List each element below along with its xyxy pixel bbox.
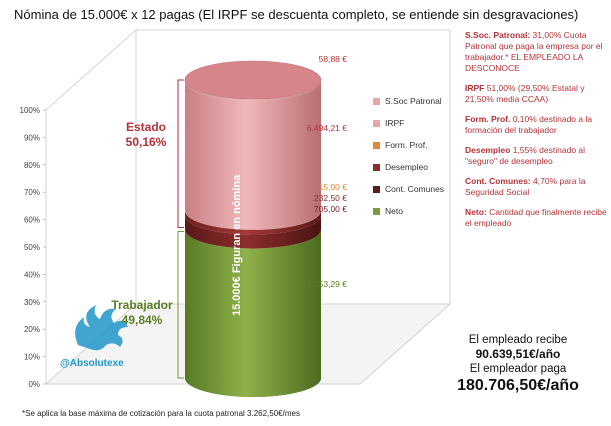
segment-neto <box>185 229 321 397</box>
y-tick-label: 100% <box>20 106 40 115</box>
legend-label: S.Soc Patronal <box>385 96 442 106</box>
note-desempleo: Desempleo 1,55% destinado al "seguro" de… <box>465 145 586 166</box>
legend-swatch <box>373 164 380 171</box>
trabajador-percent: 49,84% <box>121 313 163 327</box>
legend-label: Cont. Comunes <box>385 184 444 194</box>
y-tick-label: 10% <box>24 353 40 362</box>
legend-label: Neto <box>385 206 403 216</box>
note-irpf: IRPF 51,00% (29,50% Estatal y 21,50% med… <box>465 83 585 104</box>
employer-label: El empleador paga <box>469 363 567 375</box>
legend-label: Desempleo <box>385 162 428 172</box>
cylinder-caption: 15.000€ Figuran en nómina <box>231 174 243 316</box>
legend-label: Form. Prof. <box>385 140 428 150</box>
legend-swatch <box>373 98 380 105</box>
trabajador-label: Trabajador <box>111 298 173 312</box>
summary-box: El empleado recibe 90.639,51€/año El emp… <box>430 333 606 396</box>
y-tick-label: 0% <box>28 380 40 389</box>
y-tick-label: 40% <box>24 270 40 279</box>
y-axis-ticks: 0% 10% 20% 30% 40% 50% 60% 70% 80% 90% 100% <box>20 106 46 389</box>
value-label-form-prof-: 15,00 € <box>319 182 348 192</box>
trabajador-bracket <box>177 230 184 379</box>
note-ssoc: S.Soc. Patronal: 31,00% Cuota Patronal q… <box>465 30 603 73</box>
note-formprof: Form. Prof. 0,10% destinado a la formaci… <box>465 114 593 135</box>
value-labels: 7.553,29 € 705,00 €232,50 €15,00 € 6.494,2… <box>307 54 347 289</box>
value-label-cont-comunes: 705,00 € <box>314 204 347 214</box>
legend-swatch <box>373 142 380 149</box>
estado-percent: 50,16% <box>125 135 167 149</box>
trabajador-group-label: Trabajador 49,84% <box>97 298 187 328</box>
cylinder-stack <box>184 60 322 397</box>
side-notes: S.Soc. Patronal: 31,00% Cuota Patronal q… <box>465 30 607 238</box>
estado-label: Estado <box>125 120 166 134</box>
legend-label: IRPF <box>385 118 404 128</box>
estado-group-label: Estado 50,16% <box>106 120 186 150</box>
note-contcomunes: Cont. Comunes: 4,70% para la Seguridad S… <box>465 176 586 197</box>
y-tick-label: 20% <box>24 325 40 334</box>
y-tick-label: 60% <box>24 216 40 225</box>
note-neto: Neto: Cantidad que finalmente recibe el … <box>465 207 607 228</box>
footnote: *Se aplica la base máxima de cotización … <box>22 409 300 418</box>
value-label-irpf: 6.494,21 € <box>307 123 347 133</box>
legend-swatch <box>373 208 380 215</box>
cylinder-top <box>184 60 322 100</box>
y-tick-label: 30% <box>24 298 40 307</box>
y-tick-label: 80% <box>24 161 40 170</box>
segment-irpf <box>185 81 321 230</box>
y-tick-label: 90% <box>24 133 40 142</box>
estado-bracket <box>177 79 184 228</box>
segment-desempleo <box>185 210 321 235</box>
legend-swatch <box>373 120 380 127</box>
legend-swatch <box>373 186 380 193</box>
y-tick-label: 50% <box>24 243 40 252</box>
chart-title: Nómina de 15.000€ x 12 pagas (El IRPF se… <box>14 7 579 22</box>
legend: S.Soc Patronal IRPF Form. Prof. Desempleo Co… <box>373 96 444 216</box>
value-label-s-soc-patronal: 58,88 € <box>319 54 348 64</box>
employee-label: El empleado recibe <box>468 334 568 346</box>
group-brackets <box>177 79 184 379</box>
value-label-neto: 7.553,29 € <box>307 279 347 289</box>
value-label-desempleo: 232,50 € <box>314 193 347 203</box>
cylinder-caption-text: 15.000€ Figuran en nómina <box>231 174 243 316</box>
brand-logo-icon <box>75 305 128 351</box>
employee-value: 90.639,51€/año <box>475 347 561 361</box>
y-tick-label: 70% <box>24 188 40 197</box>
brand-handle: @Absolutexe <box>60 358 124 369</box>
segment-cont-comunes <box>185 215 321 249</box>
employer-value: 180.706,50€/año <box>457 377 579 394</box>
